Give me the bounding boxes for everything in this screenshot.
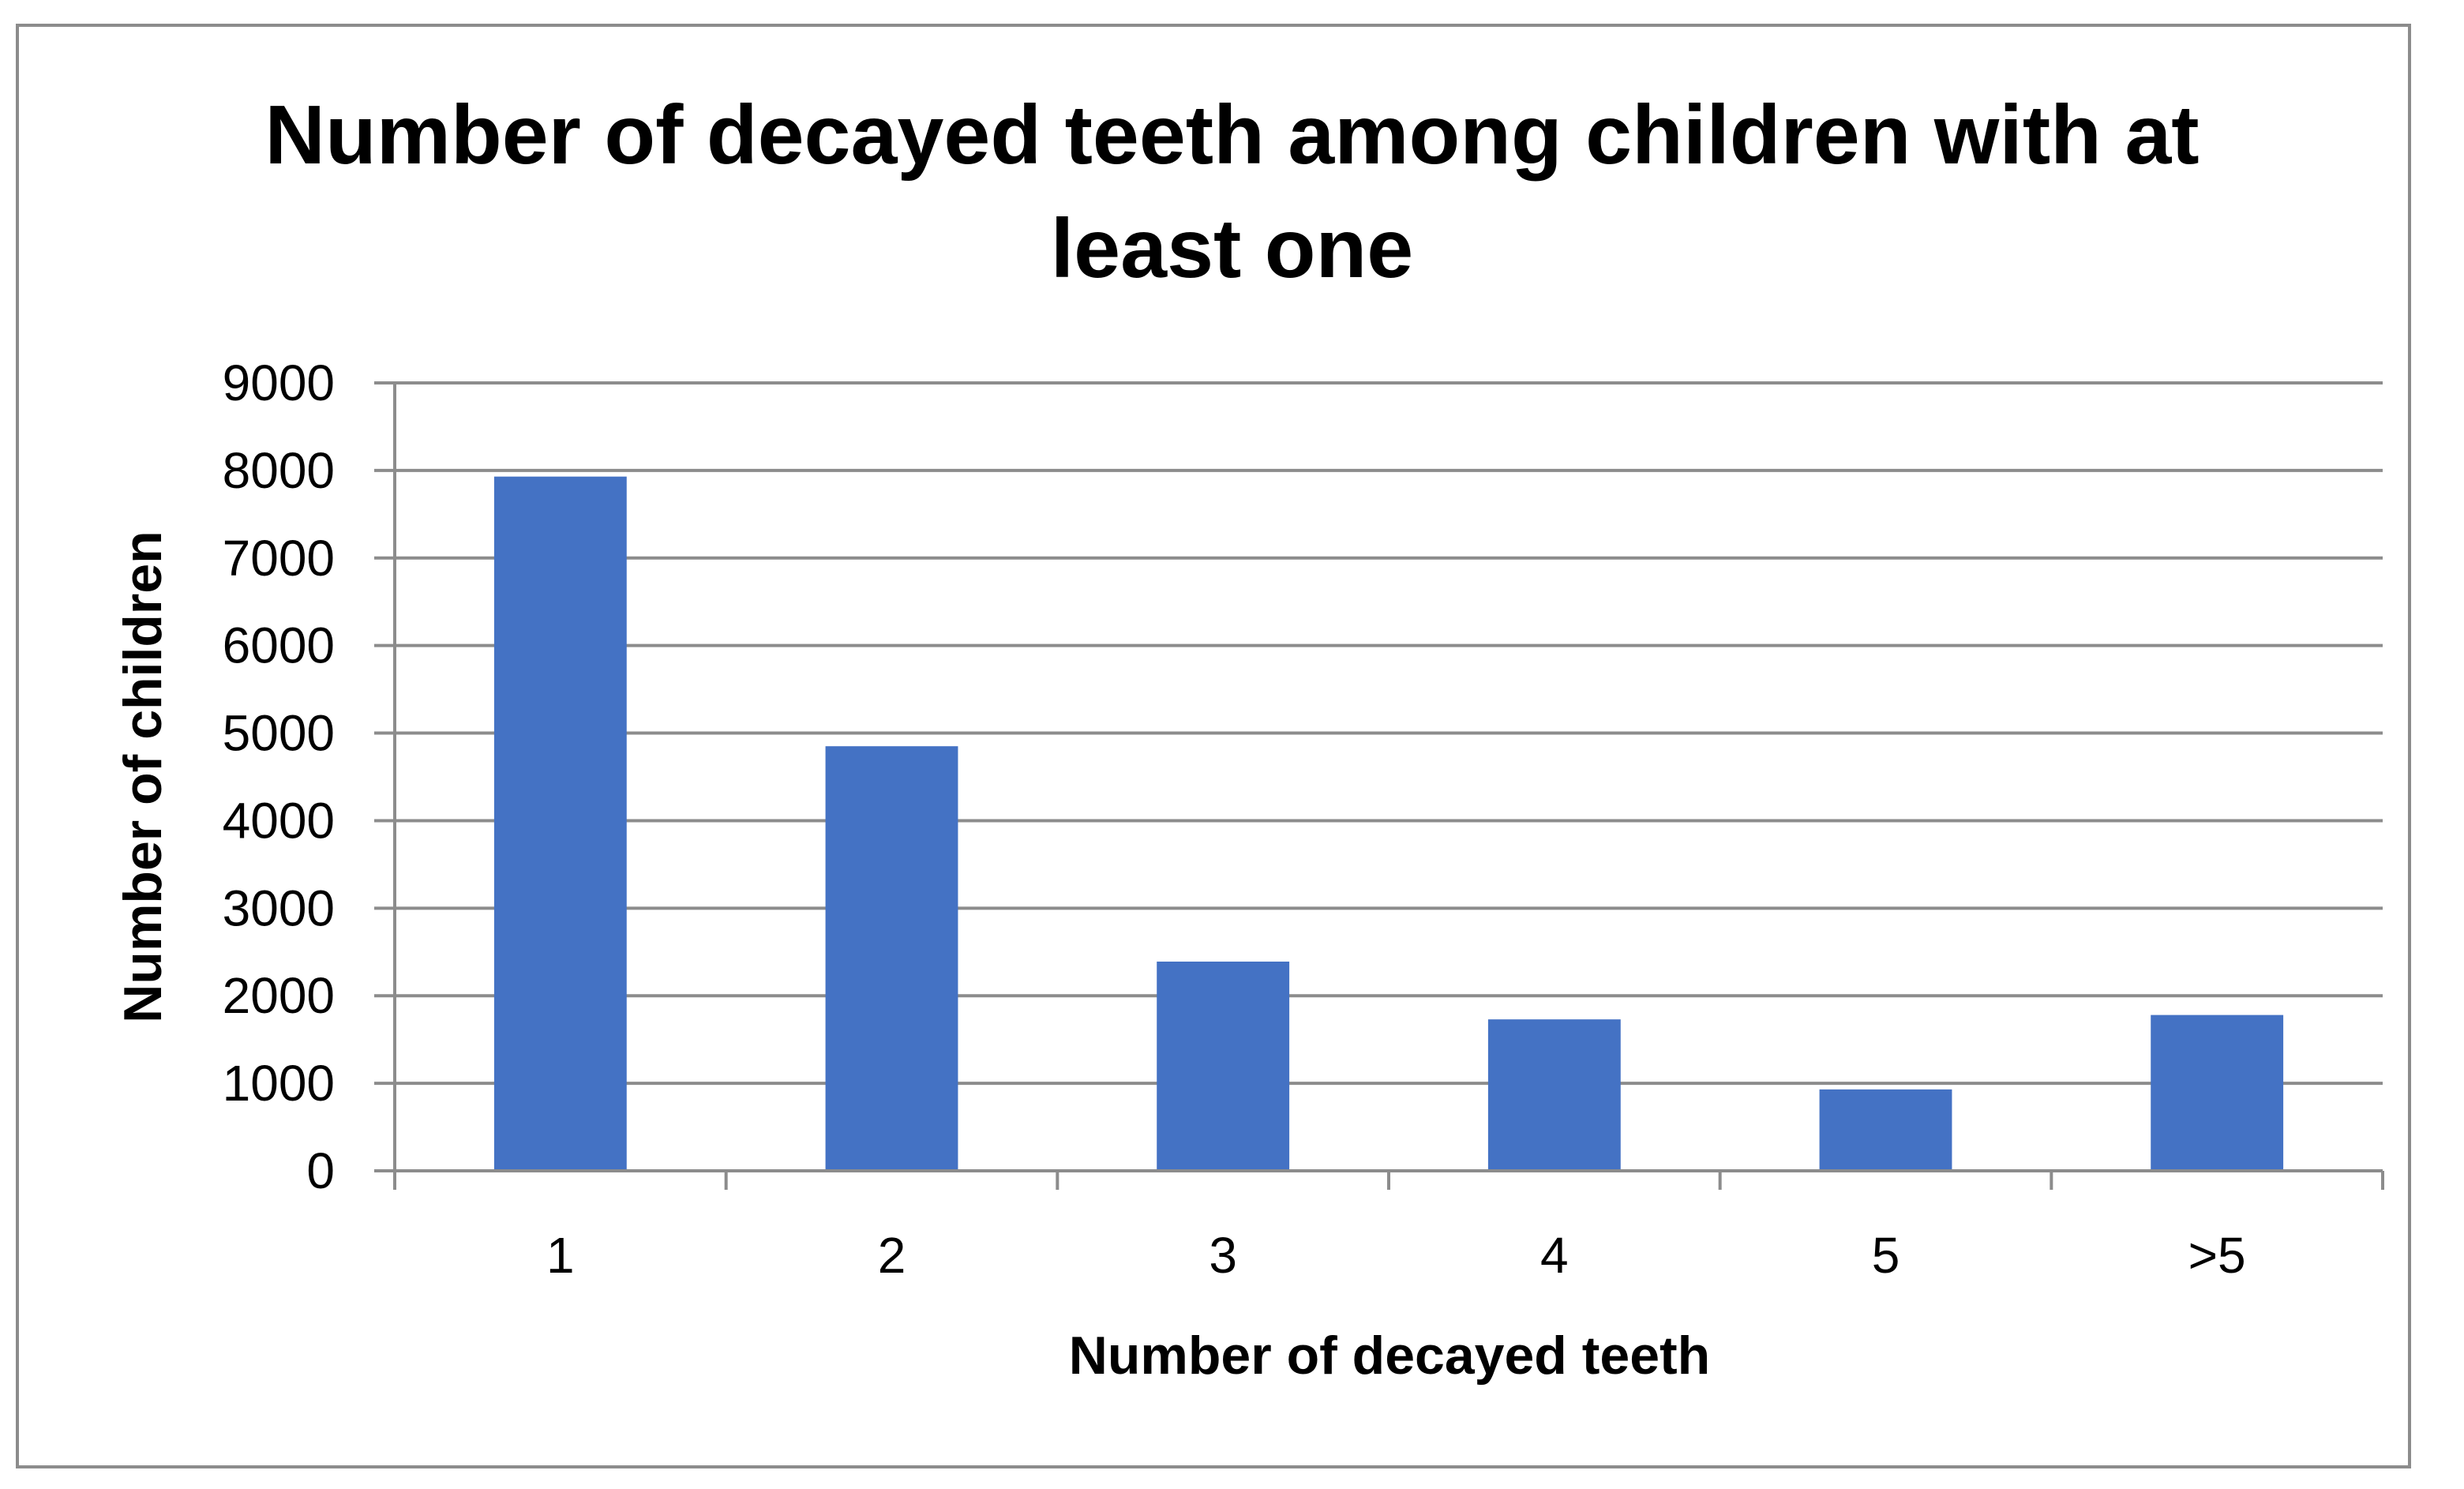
chart-frame	[16, 24, 2411, 1468]
gridlines	[374, 381, 2383, 1086]
bars	[493, 476, 2284, 1171]
chart-title-line-2: least one	[1050, 202, 1414, 295]
y-tick-label: 4000	[223, 792, 335, 849]
bar->5	[2151, 1015, 2284, 1171]
x-tick-label: 4	[1540, 1227, 1569, 1284]
y-axis-title: Number of children	[113, 531, 173, 1022]
y-tick-label: 3000	[223, 880, 335, 936]
bar-1	[493, 476, 627, 1171]
y-tick-labels: 0 1000 2000 3000 4000 5000 6000 7000 8000 9000	[223, 354, 335, 1199]
x-tick-label: 5	[1872, 1227, 1900, 1284]
bar-4	[1487, 1019, 1621, 1171]
bar-5	[1819, 1089, 1952, 1171]
y-tick-label: 6000	[223, 617, 335, 674]
y-tick-label: 8000	[223, 442, 335, 499]
x-tick-labels: 1 2 3 4 5 >5	[546, 1227, 2246, 1284]
axes	[374, 383, 2384, 1190]
y-tick-label: 2000	[223, 967, 335, 1024]
chart-title-line-1: Number of decayed teeth among children w…	[264, 88, 2200, 182]
y-tick-label: 0	[306, 1142, 335, 1199]
y-tick-label: 1000	[223, 1055, 335, 1112]
x-axis-title: Number of decayed teeth	[1069, 1326, 1710, 1386]
y-tick-label: 7000	[223, 530, 335, 587]
y-tick-label: 5000	[223, 705, 335, 762]
x-tick-label: 2	[878, 1227, 906, 1284]
x-tick-label: 1	[546, 1227, 575, 1284]
x-tick-label: 3	[1209, 1227, 1237, 1284]
bar-3	[1157, 961, 1290, 1171]
y-tick-label: 9000	[223, 354, 335, 411]
x-tick-label: >5	[2188, 1227, 2246, 1284]
bar-2	[825, 746, 958, 1171]
